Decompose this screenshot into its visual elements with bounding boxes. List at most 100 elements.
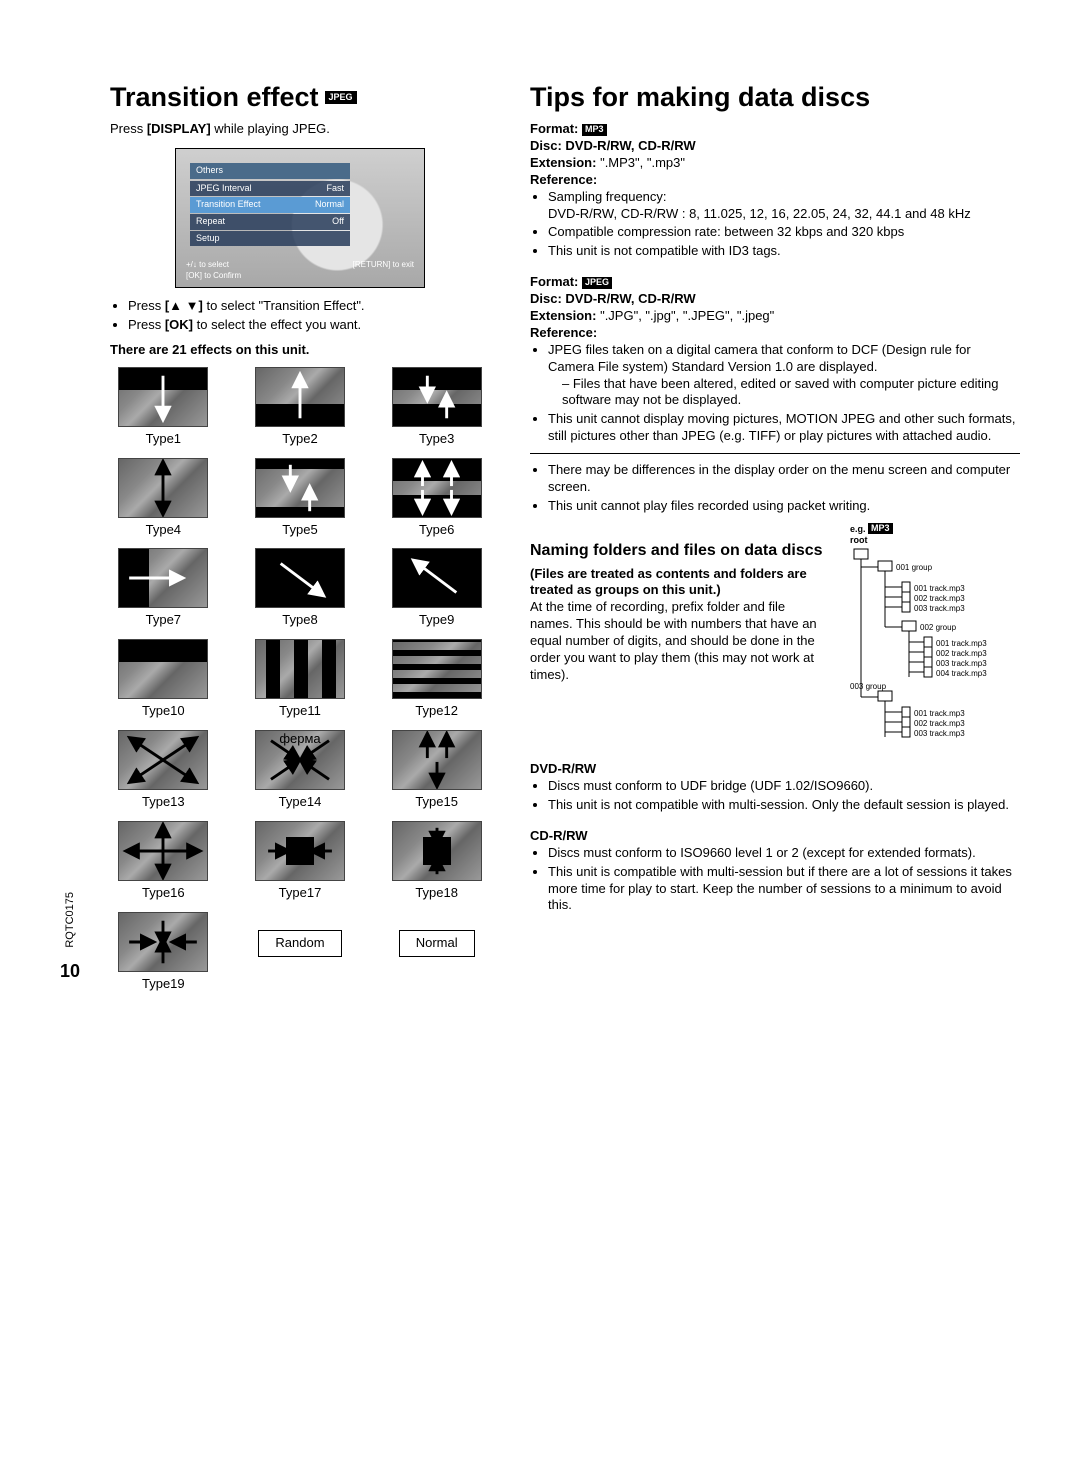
- effect-thumb: [392, 367, 482, 427]
- instr-bullet: Press [▲ ▼] to select "Transition Effect…: [128, 298, 490, 315]
- svg-text:001 group: 001 group: [896, 563, 933, 572]
- osd-top: Others: [190, 163, 350, 179]
- effect-thumb: [255, 367, 345, 427]
- effect-thumb: [255, 548, 345, 608]
- effect-thumb: [118, 548, 208, 608]
- right-title: Tips for making data discs: [530, 80, 1020, 115]
- effect-label: Type11: [247, 703, 354, 720]
- effect-thumb: [392, 639, 482, 699]
- effect-thumb: [392, 821, 482, 881]
- svg-text:002 group: 002 group: [920, 623, 957, 632]
- effect-label: Type16: [110, 885, 217, 902]
- effect-thumb: [392, 548, 482, 608]
- svg-text:001 track.mp3: 001 track.mp3: [914, 584, 965, 593]
- doc-code: RQTC0175: [63, 892, 77, 948]
- effect-thumb: [118, 639, 208, 699]
- effect-label: Type13: [110, 794, 217, 811]
- jpeg-badge: JPEG: [325, 91, 357, 105]
- osd-br: [RETURN] to exit: [353, 260, 414, 281]
- osd-row: RepeatOff: [190, 214, 350, 230]
- svg-text:003 track.mp3: 003 track.mp3: [936, 659, 987, 668]
- jpeg-ext: Extension: ".JPG", ".jpg", ".JPEG", ".jp…: [530, 308, 1020, 325]
- effect-label: Type18: [383, 885, 490, 902]
- jpeg-item: This unit cannot display moving pictures…: [548, 411, 1020, 445]
- jpeg-item: JPEG files taken on a digital camera tha…: [548, 342, 1020, 410]
- press-display: Press [DISPLAY] while playing JPEG.: [110, 121, 490, 138]
- jpeg-subitem: – Files that have been altered, edited o…: [562, 376, 1020, 410]
- normal-box: Normal: [399, 930, 475, 957]
- effects-heading: There are 21 effects on this unit.: [110, 342, 490, 359]
- mp3-item: Sampling frequency: DVD-R/RW, CD-R/RW : …: [548, 189, 1020, 223]
- svg-text:003 group: 003 group: [850, 682, 887, 691]
- jpeg-badge: JPEG: [582, 277, 612, 289]
- svg-text:001 track.mp3: 001 track.mp3: [936, 639, 987, 648]
- effect-label: Type3: [383, 431, 490, 448]
- left-title: Transition effect JPEG: [110, 80, 490, 115]
- effect-thumb: [255, 821, 345, 881]
- mp3-ref: Reference:: [530, 172, 1020, 189]
- osd-bl: +/↓ to select [OK] to Confirm: [186, 260, 241, 281]
- osd-screenshot: Others JPEG IntervalFast Transition Effe…: [175, 148, 425, 288]
- random-box: Random: [258, 930, 341, 957]
- general-item: There may be differences in the display …: [548, 462, 1020, 496]
- dvd-item: Discs must conform to UDF bridge (UDF 1.…: [548, 778, 1020, 795]
- jpeg-ref: Reference:: [530, 325, 1020, 342]
- mp3-item: Compatible compression rate: between 32 …: [548, 224, 1020, 241]
- dvd-heading: DVD-R/RW: [530, 761, 1020, 778]
- mp3-item: This unit is not compatible with ID3 tag…: [548, 243, 1020, 260]
- effect-label: Type4: [110, 522, 217, 539]
- page-number: 10: [60, 960, 80, 983]
- effect-label: Type2: [247, 431, 354, 448]
- cd-item: This unit is compatible with multi-sessi…: [548, 864, 1020, 915]
- dvd-item: This unit is not compatible with multi-s…: [548, 797, 1020, 814]
- effect-thumb: [392, 458, 482, 518]
- svg-text:001 track.mp3: 001 track.mp3: [914, 709, 965, 718]
- divider: [530, 453, 1020, 454]
- effect-label: Type17: [247, 885, 354, 902]
- effect-label: Type8: [247, 612, 354, 629]
- effect-thumb: [118, 821, 208, 881]
- effect-thumb: ферма: [255, 730, 345, 790]
- effect-thumb: [255, 639, 345, 699]
- effect-label: Type12: [383, 703, 490, 720]
- effect-label: Type15: [383, 794, 490, 811]
- effect-label: Type5: [247, 522, 354, 539]
- mp3-ext: Extension: ".MP3", ".mp3": [530, 155, 1020, 172]
- svg-text:002 track.mp3: 002 track.mp3: [914, 719, 965, 728]
- effects-grid: Type1 Type2 Type3 Type4 Type5 Type6: [110, 367, 490, 993]
- general-item: This unit cannot play files recorded usi…: [548, 498, 1020, 515]
- mp3-format: Format: MP3: [530, 121, 1020, 138]
- effect-label: Type6: [383, 522, 490, 539]
- effect-thumb: [255, 458, 345, 518]
- naming-body: At the time of recording, prefix folder …: [530, 599, 830, 683]
- effect-label: Type14: [247, 794, 354, 811]
- example-tree: e.g. MP3 root 001 group 001 track.mp3 00…: [850, 523, 1020, 747]
- jpeg-format: Format: JPEG: [530, 274, 1020, 291]
- effect-thumb: [118, 458, 208, 518]
- effect-thumb: [392, 730, 482, 790]
- effect-label: Type19: [110, 976, 217, 993]
- effect-label: Type1: [110, 431, 217, 448]
- jpeg-disc: Disc: DVD-R/RW, CD-R/RW: [530, 291, 1020, 308]
- svg-text:003 track.mp3: 003 track.mp3: [914, 729, 965, 738]
- instr-bullet: Press [OK] to select the effect you want…: [128, 317, 490, 334]
- svg-text:003 track.mp3: 003 track.mp3: [914, 604, 965, 613]
- mp3-disc: Disc: DVD-R/RW, CD-R/RW: [530, 138, 1020, 155]
- effect-label: Type10: [110, 703, 217, 720]
- naming-sub: (Files are treated as contents and folde…: [530, 566, 830, 600]
- naming-heading: Naming folders and files on data discs: [530, 541, 830, 562]
- eg-badge: MP3: [868, 523, 893, 535]
- osd-row: JPEG IntervalFast: [190, 181, 350, 197]
- cd-heading: CD-R/RW: [530, 828, 1020, 845]
- svg-text:002 track.mp3: 002 track.mp3: [936, 649, 987, 658]
- svg-text:002 track.mp3: 002 track.mp3: [914, 594, 965, 603]
- left-title-text: Transition effect: [110, 80, 319, 115]
- svg-text:004 track.mp3: 004 track.mp3: [936, 669, 987, 678]
- osd-row: Setup: [190, 231, 350, 247]
- mp3-badge: MP3: [582, 124, 607, 136]
- cd-item: Discs must conform to ISO9660 level 1 or…: [548, 845, 1020, 862]
- effect-thumb: [118, 912, 208, 972]
- osd-row: Transition EffectNormal: [190, 197, 350, 213]
- effect-label: Type9: [383, 612, 490, 629]
- effect-label: Type7: [110, 612, 217, 629]
